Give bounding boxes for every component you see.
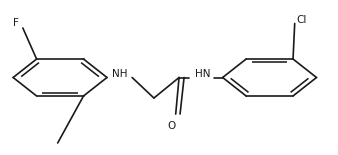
Text: O: O: [168, 121, 176, 131]
Text: NH: NH: [112, 69, 127, 80]
Text: HN: HN: [195, 69, 210, 80]
Text: Cl: Cl: [296, 15, 307, 25]
Text: F: F: [13, 18, 18, 29]
